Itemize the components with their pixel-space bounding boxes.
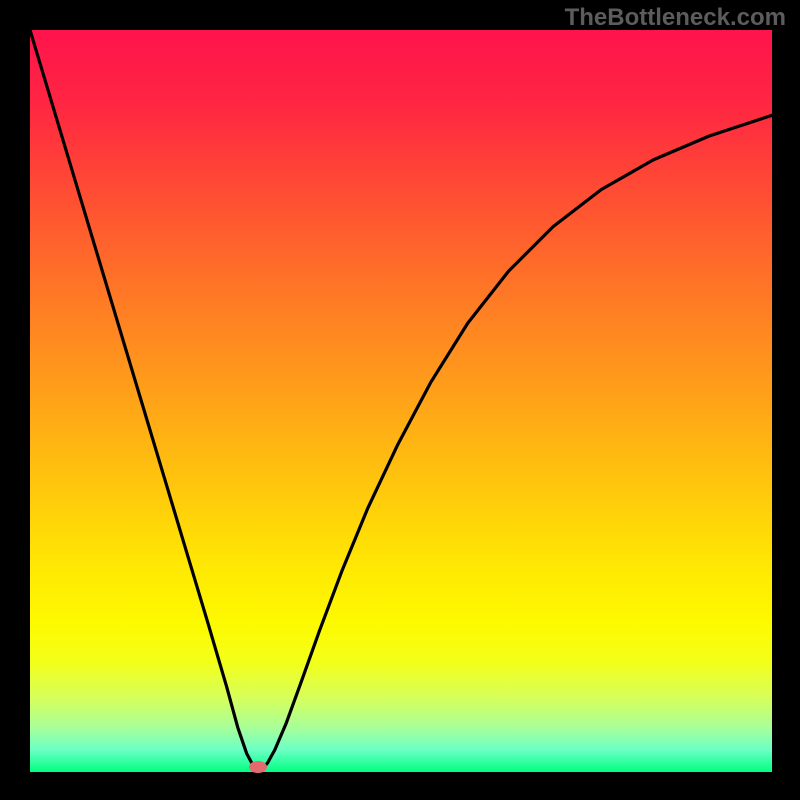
plot-area [30,30,772,772]
minimum-marker [249,761,267,773]
bottleneck-curve [30,30,772,770]
curve-svg [30,30,772,772]
watermark-text: TheBottleneck.com [565,4,786,32]
